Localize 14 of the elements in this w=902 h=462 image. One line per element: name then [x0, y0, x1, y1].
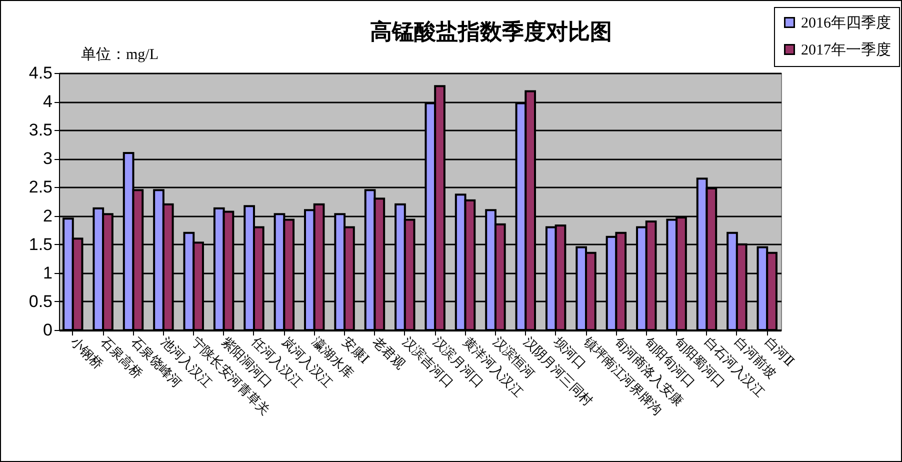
y-tick-label: 1.5 — [28, 234, 52, 254]
y-tick-label: 0.5 — [28, 292, 52, 311]
y-tick-label: 3 — [43, 149, 52, 168]
y-tick-label: 3.5 — [28, 120, 52, 140]
y-tick-label: 1 — [43, 263, 52, 282]
y-tick-label: 0 — [43, 320, 52, 340]
legend-label: 2016年四季度 — [801, 14, 891, 32]
chart-title: 高锰酸盐指数季度对比图 — [369, 18, 613, 47]
y-tick-label: 4 — [43, 92, 52, 112]
y-tick-label: 2.5 — [28, 178, 52, 197]
y-tick-label: 2 — [43, 206, 52, 226]
text: 单位：mg/L — [81, 46, 158, 64]
y-tick-label: 4.5 — [28, 64, 52, 82]
legend-label: 2017年一季度 — [801, 42, 891, 58]
